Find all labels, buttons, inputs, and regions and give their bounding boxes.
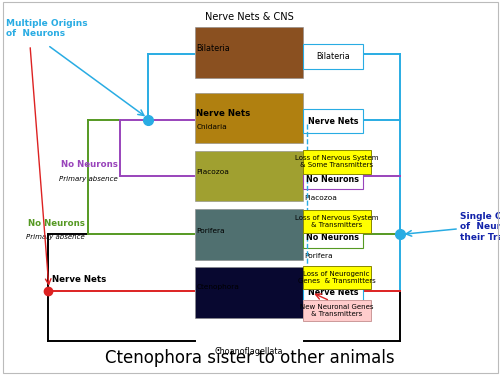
- Bar: [195, 151, 302, 201]
- Text: Cnidaria: Cnidaria: [196, 124, 227, 130]
- Text: No Neurons: No Neurons: [60, 160, 118, 170]
- Text: Porifera: Porifera: [196, 228, 225, 234]
- Text: Loss of Nervous System
& Some Transmitters: Loss of Nervous System & Some Transmitte…: [295, 156, 378, 168]
- FancyBboxPatch shape: [302, 284, 363, 301]
- Bar: [195, 209, 302, 260]
- FancyBboxPatch shape: [302, 150, 370, 174]
- Text: Ctenophora: Ctenophora: [196, 284, 240, 290]
- Text: New Neuronal Genes
& Transmitters: New Neuronal Genes & Transmitters: [300, 304, 373, 316]
- Text: Nerve Nets: Nerve Nets: [308, 288, 358, 297]
- FancyBboxPatch shape: [302, 109, 363, 133]
- Text: Choanoflagellata: Choanoflagellata: [215, 347, 283, 356]
- Text: Single Origin
of  Neurons &
their Transmitters: Single Origin of Neurons & their Transmi…: [460, 212, 500, 242]
- Bar: [195, 93, 302, 143]
- Text: Primary absence: Primary absence: [26, 234, 85, 240]
- FancyBboxPatch shape: [302, 266, 370, 289]
- Text: Nerve Nets: Nerve Nets: [196, 109, 251, 118]
- Text: Nerve Nets: Nerve Nets: [308, 117, 358, 126]
- Text: Porifera: Porifera: [304, 253, 332, 259]
- Text: Bilateria: Bilateria: [316, 52, 350, 61]
- FancyBboxPatch shape: [302, 210, 370, 232]
- Bar: [195, 267, 302, 318]
- Text: Placozoa: Placozoa: [196, 170, 230, 176]
- FancyBboxPatch shape: [302, 170, 363, 189]
- FancyBboxPatch shape: [302, 44, 363, 69]
- Text: Placozoa: Placozoa: [304, 195, 337, 201]
- Text: Nerve Nets & CNS: Nerve Nets & CNS: [204, 12, 294, 22]
- Text: No Neurons: No Neurons: [306, 176, 359, 184]
- Text: Ctenophora: Ctenophora: [312, 307, 354, 313]
- Text: Nerve Nets: Nerve Nets: [52, 275, 107, 284]
- Bar: [195, 27, 302, 78]
- Text: Loss of Nervous System
& Transmitters: Loss of Nervous System & Transmitters: [295, 214, 378, 228]
- FancyBboxPatch shape: [302, 228, 363, 248]
- Text: No Neurons: No Neurons: [28, 219, 85, 228]
- Text: Bilateria: Bilateria: [196, 44, 230, 53]
- FancyBboxPatch shape: [302, 300, 370, 321]
- Text: Loss of Neurogenic
Genes  & Transmitters: Loss of Neurogenic Genes & Transmitters: [298, 271, 376, 284]
- Text: No Neurons: No Neurons: [306, 233, 359, 242]
- Text: Primary absence: Primary absence: [59, 176, 118, 181]
- Text: Ctenophora sister to other animals: Ctenophora sister to other animals: [105, 349, 395, 367]
- Text: Multiple Origins
of  Neurons: Multiple Origins of Neurons: [6, 19, 87, 38]
